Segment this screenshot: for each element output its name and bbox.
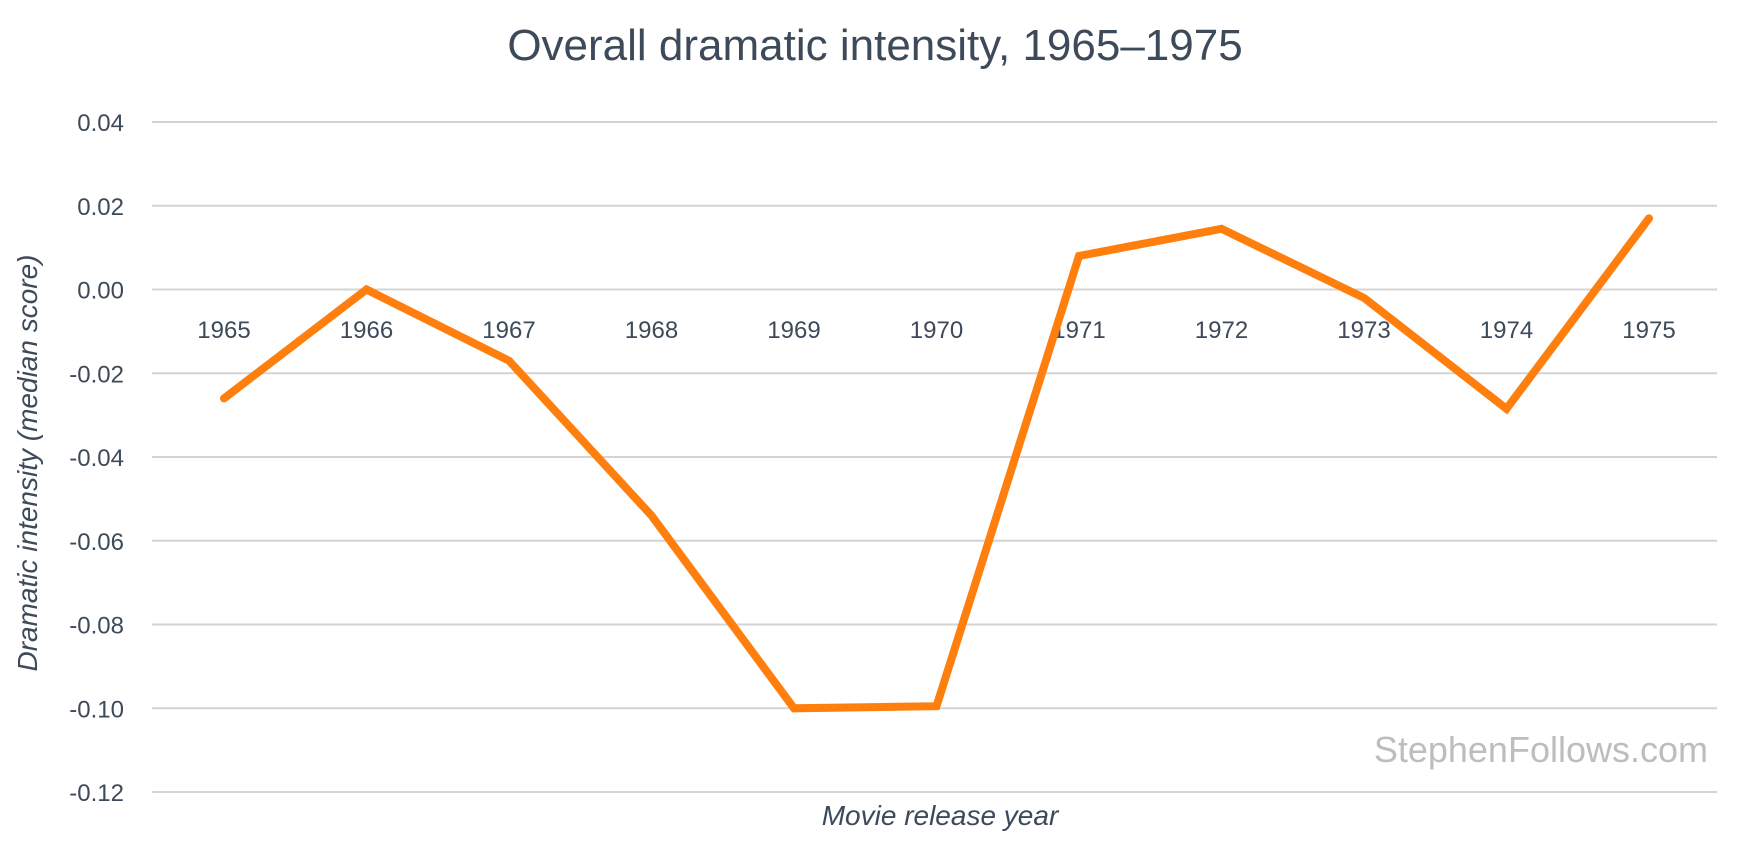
x-tick-label: 1968 <box>625 317 678 344</box>
x-tick-label: 1972 <box>1195 317 1248 344</box>
y-tick-label: 0.04 <box>77 110 124 137</box>
data-point <box>223 397 225 399</box>
data-point <box>936 705 937 707</box>
x-axis-ticks: 1965 1966 1967 1968 1969 1970 1971 1972 1973 1974… <box>197 317 1675 344</box>
y-tick-label: -0.10 <box>69 696 124 723</box>
y-tick-label: -0.08 <box>69 613 124 640</box>
data-point <box>1363 297 1365 299</box>
data-point <box>1506 408 1507 410</box>
y-tick-label: 0.00 <box>77 278 124 305</box>
gridlines <box>152 121 1717 793</box>
data-point <box>1078 255 1080 257</box>
y-tick-label: -0.12 <box>69 780 124 807</box>
data-point <box>793 707 795 709</box>
y-tick-label: 0.02 <box>77 194 124 221</box>
x-tick-label: 1965 <box>197 317 250 344</box>
y-axis-label: Dramatic intensity (median score) <box>12 254 43 671</box>
x-tick-label: 1970 <box>910 317 963 344</box>
series-lines <box>220 214 1653 713</box>
x-axis-label: Movie release year <box>822 800 1060 831</box>
x-tick-label: 1973 <box>1337 317 1390 344</box>
x-tick-label: 1966 <box>340 317 393 344</box>
y-tick-label: -0.04 <box>69 445 124 472</box>
y-tick-label: -0.02 <box>69 361 124 388</box>
data-point <box>1648 217 1650 219</box>
data-point <box>1221 228 1222 230</box>
x-tick-label: 1975 <box>1622 317 1675 344</box>
x-tick-label: 1969 <box>767 317 820 344</box>
y-axis-ticks: 0.04 0.02 0.00 -0.02 -0.04 -0.06 -0.08 -0.10 -0.… <box>69 110 124 807</box>
x-tick-label: 1974 <box>1480 317 1533 344</box>
data-point <box>366 289 367 290</box>
chart-title: Overall dramatic intensity, 1965–1975 <box>507 21 1242 70</box>
y-tick-label: -0.06 <box>69 529 124 556</box>
series-line <box>220 214 1653 713</box>
data-point <box>508 360 510 362</box>
data-point <box>651 515 652 517</box>
x-tick-label: 1967 <box>482 317 535 344</box>
watermark: StephenFollows.com <box>1374 729 1708 770</box>
